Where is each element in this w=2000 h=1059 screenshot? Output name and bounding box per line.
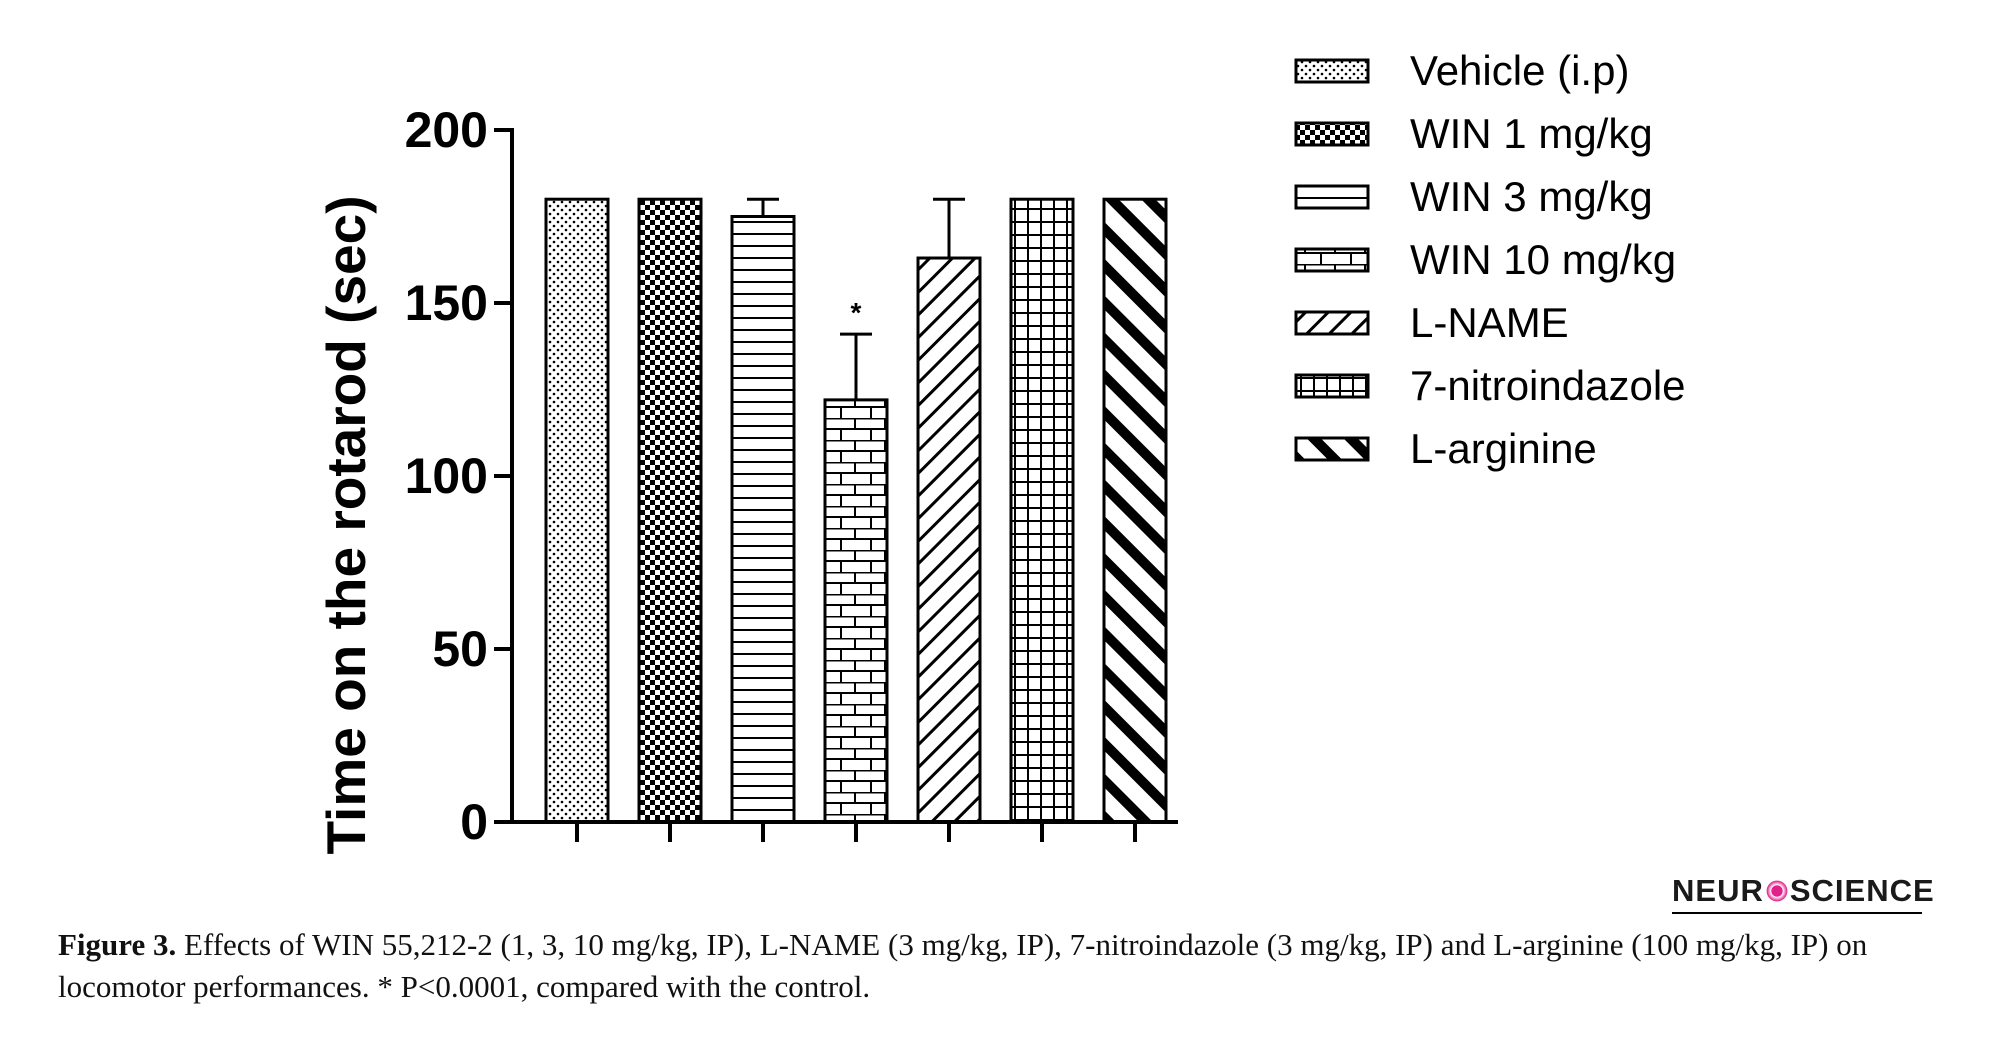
bar-3 (823, 398, 889, 824)
y-tick-label: 0 (460, 794, 488, 850)
bar-5 (1009, 197, 1075, 824)
bars (544, 197, 1168, 824)
significance-marker: * (851, 297, 862, 328)
legend-swatch-4 (1294, 310, 1370, 336)
legend-label-1: WIN 1 mg/kg (1410, 110, 1653, 157)
neuroscience-logo: NEUR SCIENCE (1672, 872, 1934, 914)
bar-4 (916, 256, 982, 824)
legend-swatch-3 (1294, 247, 1370, 273)
legend-label-6: L-arginine (1410, 425, 1597, 472)
legend-swatch-2 (1294, 184, 1370, 210)
caption-label: Figure 3. (58, 927, 177, 962)
y-tick-label: 200 (405, 102, 488, 158)
bar-chart: * 0 50 100 150 200 Vehicle (i.p) WIN 1 mg/kg W… (315, 47, 1686, 855)
legend-swatch-1 (1294, 121, 1370, 147)
legend-swatch-5 (1294, 373, 1370, 399)
logo-brain-icon (1763, 878, 1790, 904)
bar-1 (637, 197, 703, 824)
bar-0 (544, 197, 610, 824)
legend-swatch-0 (1294, 58, 1370, 84)
legend-label-2: WIN 3 mg/kg (1410, 173, 1653, 220)
legend-swatch-6 (1294, 436, 1370, 462)
logo-right: SCIENCE (1789, 873, 1935, 908)
axes: 0 50 100 150 200 (405, 102, 1178, 850)
error-bars: * (747, 197, 965, 400)
y-tick-label: 150 (405, 275, 488, 331)
caption-text: Effects of WIN 55,212-2 (1, 3, 10 mg/kg,… (58, 927, 1868, 1004)
bar-6 (1102, 197, 1168, 824)
legend-label-4: L-NAME (1410, 299, 1569, 346)
legend: Vehicle (i.p) WIN 1 mg/kg WIN 3 mg/kg WIN 1… (1294, 47, 1686, 472)
legend-label-5: 7-nitroindazole (1410, 362, 1686, 409)
logo-left: NEUR (1672, 873, 1764, 908)
bar-2 (730, 215, 796, 824)
legend-label-3: WIN 10 mg/kg (1410, 236, 1676, 283)
y-tick-label: 50 (432, 621, 488, 677)
y-tick-label: 100 (405, 448, 488, 504)
y-axis-label: Time on the rotarod (sec) (315, 195, 377, 854)
figure-caption: Figure 3. Effects of WIN 55,212-2 (1, 3,… (58, 924, 1938, 1008)
legend-label-0: Vehicle (i.p) (1410, 47, 1629, 94)
